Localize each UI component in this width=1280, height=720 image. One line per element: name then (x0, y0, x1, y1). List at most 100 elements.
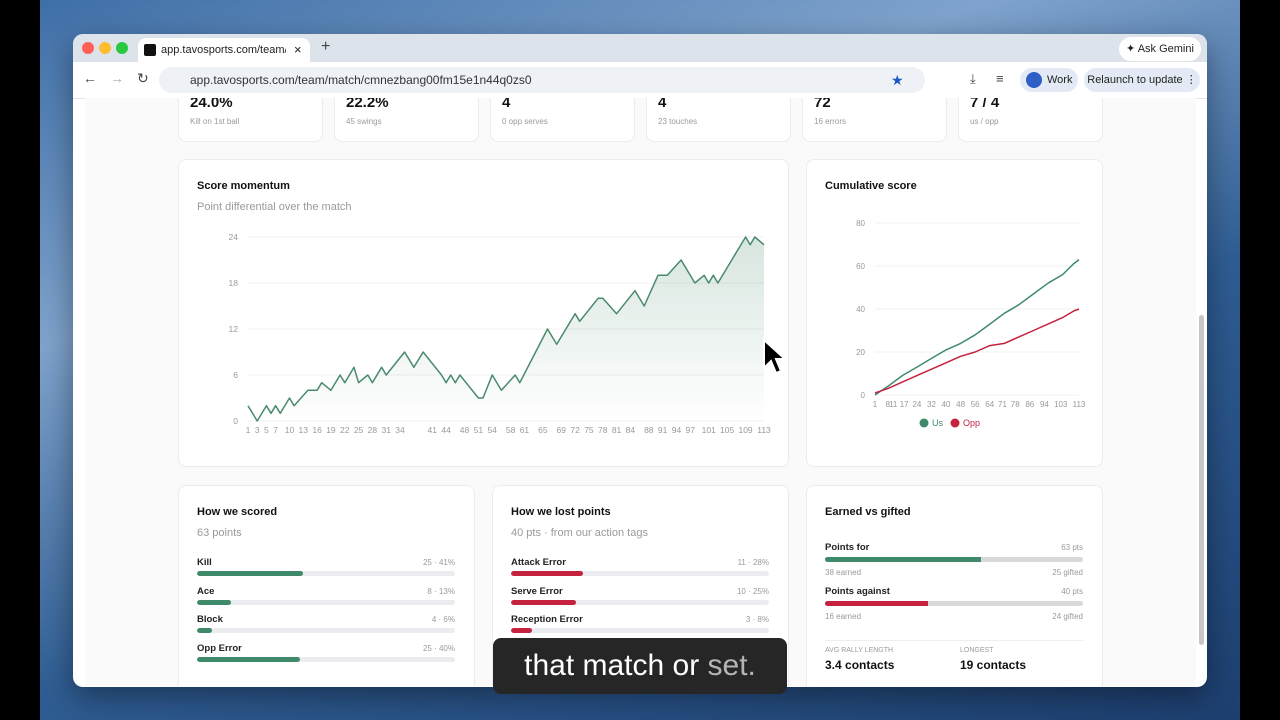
x-tick-label: 48 (460, 425, 470, 435)
track (197, 599, 455, 605)
toolbar: ← → ↻ app.tavosports.com/team/match/cmne… (73, 62, 1207, 99)
row-name: Points against (825, 586, 890, 597)
x-tick-label: 94 (672, 425, 682, 435)
y-tick-label: 60 (856, 262, 865, 271)
x-tick-label: 86 (1025, 400, 1034, 409)
y-tick-label: 40 (856, 305, 865, 314)
x-tick-label: 40 (942, 400, 951, 409)
x-tick-label: 51 (474, 425, 484, 435)
bar (511, 628, 532, 633)
x-tick-label: 44 (441, 425, 451, 435)
x-tick-label: 109 (738, 425, 752, 435)
relaunch-label: Relaunch to update (1087, 74, 1183, 86)
row-total: 63 pts (1061, 543, 1083, 552)
reading-list[interactable]: ≡ (996, 71, 1004, 86)
row-total: 40 pts (1061, 587, 1083, 596)
x-tick-label: 103 (1054, 400, 1068, 409)
caption-text: that match or (524, 649, 700, 682)
x-tick-label: 91 (658, 425, 668, 435)
bar (197, 571, 303, 576)
relaunch[interactable]: Relaunch to update ⋮ (1084, 68, 1200, 92)
x-tick-label: 17 (900, 400, 909, 409)
y-tick-label: 20 (856, 348, 865, 357)
x-tick-label: 34 (395, 425, 405, 435)
stat-card (802, 98, 947, 142)
x-tick-label: 64 (985, 400, 994, 409)
chart-subtitle: Point differential over the match (197, 201, 352, 213)
url: app.tavosports.com/team/match/cmnezbang0… (190, 73, 532, 87)
profile-label: Work (1047, 74, 1073, 86)
x-tick-label: 13 (299, 425, 309, 435)
track (511, 628, 769, 633)
bookmark-star[interactable]: ★ (891, 72, 904, 88)
x-tick-label: 58 (506, 425, 516, 435)
x-tick-label: 41 (428, 425, 438, 435)
legend-label: Us (932, 418, 943, 428)
forward[interactable]: → (110, 70, 124, 86)
x-tick-label: 65 (538, 425, 548, 435)
back[interactable]: ← (83, 70, 97, 86)
new-tab[interactable]: + (321, 38, 331, 55)
stat-value: 4 (658, 98, 667, 111)
x-tick-label: 28 (368, 425, 378, 435)
y-tick-label: 80 (856, 219, 865, 228)
footer-label: LONGEST (960, 647, 994, 654)
reload[interactable]: ↻ (137, 70, 149, 86)
legend-swatch (919, 418, 929, 428)
ask-gemini[interactable]: ✦ Ask Gemini (1119, 37, 1201, 61)
item-value: 11 · 28% (737, 558, 769, 567)
card-title: How we scored (197, 506, 278, 518)
download[interactable]: ⤓ (970, 71, 976, 86)
x-tick-label: 32 (927, 400, 936, 409)
legend-swatch (950, 418, 960, 428)
cumulative-card: Cumulative score (806, 159, 1103, 467)
x-tick-label: 31 (381, 425, 391, 435)
footer-value: 3.4 contacts (825, 658, 895, 672)
gifted-label: 24 gifted (1052, 612, 1083, 621)
minimize-button[interactable] (99, 42, 111, 54)
stat-label: 16 errors (814, 117, 847, 126)
x-tick-label: 1 (873, 400, 878, 409)
bar (511, 571, 584, 576)
item-name: Ace (197, 585, 215, 597)
page: Score momentum Point differential over t… (85, 98, 1196, 686)
stat-card (334, 98, 479, 142)
zoom-button[interactable] (116, 42, 128, 54)
x-tick-label: 8 (886, 400, 891, 409)
x-tick-label: 48 (956, 400, 965, 409)
item-value: 25 · 40% (422, 643, 455, 653)
card-subtitle: 40 pts · from our action tags (511, 527, 648, 539)
item-value: 10 · 25% (736, 586, 769, 596)
chart-title: Cumulative score (825, 180, 917, 192)
x-tick-label: 69 (557, 425, 567, 435)
x-tick-label: 78 (1011, 400, 1020, 409)
profile[interactable]: Work (1020, 68, 1078, 92)
stat-label: 45 swings (346, 117, 382, 126)
close-button[interactable] (82, 42, 94, 54)
line (874, 308, 1080, 394)
y-tick-label: 0 (861, 391, 866, 400)
scored-card: How we scored 63 points (178, 485, 475, 686)
address-bar[interactable]: app.tavosports.com/team/match/cmnezbang0… (159, 67, 925, 93)
scrollbar[interactable] (1199, 315, 1204, 645)
x-tick-label: 105 (720, 425, 734, 435)
tab[interactable]: app.tavosports.com/team/ma × (138, 38, 310, 62)
y-tick-label: 6 (233, 370, 238, 380)
x-tick-label: 1 (246, 425, 251, 435)
tab-close[interactable]: × (294, 42, 302, 57)
avatar (1026, 72, 1042, 88)
stat-label: Kill on 1st ball (190, 117, 240, 126)
item-name: Attack Error (511, 557, 566, 568)
stat-label: 23 touches (658, 117, 698, 126)
item-name: Opp Error (197, 642, 242, 654)
stat-label: us / opp (970, 117, 999, 126)
stat-value: 4 (502, 98, 511, 111)
bar (197, 628, 213, 633)
x-tick-label: 5 (264, 425, 269, 435)
x-tick-label: 72 (570, 425, 580, 435)
item-name: Serve Error (511, 585, 563, 597)
item-name: Block (197, 614, 223, 625)
stat-value: 22.2% (346, 98, 389, 111)
